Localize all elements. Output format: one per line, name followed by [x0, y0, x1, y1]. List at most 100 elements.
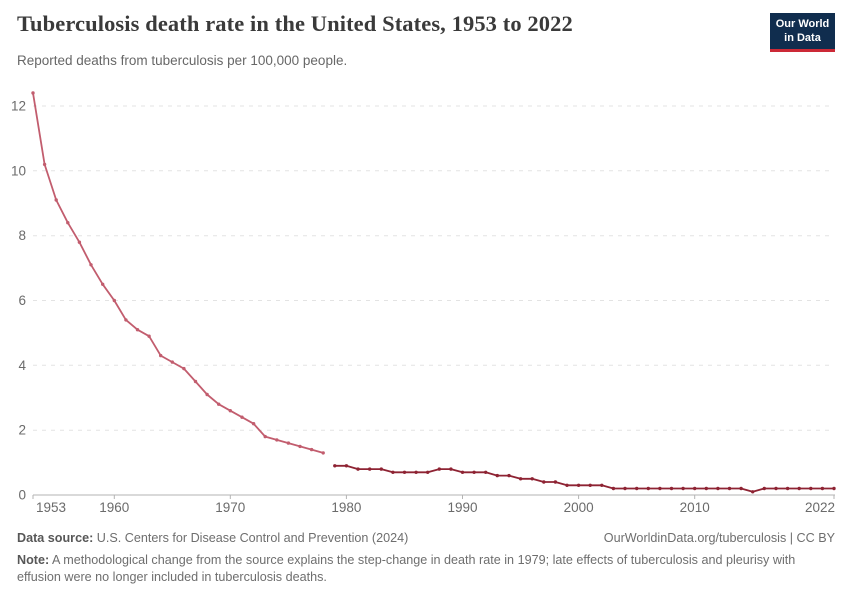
data-point-marker: [472, 470, 476, 474]
y-axis-labels: 2 4 6 8 10 12 0: [11, 99, 27, 503]
data-point-marker: [321, 451, 325, 455]
data-point-marker: [101, 282, 105, 286]
data-source: Data source: U.S. Centers for Disease Co…: [17, 530, 408, 547]
svg-text:1953: 1953: [36, 500, 66, 515]
data-point-marker: [762, 486, 766, 491]
data-point-marker: [170, 360, 174, 364]
data-point-marker: [530, 477, 534, 481]
data-point-marker: [809, 486, 813, 491]
data-point-marker: [518, 477, 523, 481]
data-point-marker: [414, 470, 418, 474]
data-point-marker: [124, 318, 128, 322]
data-point-marker: [600, 483, 604, 487]
data-point-marker: [368, 467, 372, 471]
data-point-marker: [333, 464, 337, 468]
data-point-marker: [704, 486, 708, 491]
svg-text:2: 2: [18, 423, 26, 438]
data-point-marker: [460, 470, 465, 474]
data-point-marker: [669, 486, 674, 491]
gridlines: [33, 105, 834, 431]
data-point-marker: [31, 91, 35, 95]
data-source-label: Data source:: [17, 531, 94, 545]
svg-text:4: 4: [18, 358, 26, 373]
data-point-marker: [832, 486, 836, 491]
data-point-marker: [797, 486, 801, 491]
owid-logo-line1: Our World: [775, 18, 830, 30]
data-point-marker: [391, 470, 395, 474]
svg-text:2010: 2010: [680, 500, 710, 515]
owid-logo[interactable]: Our World in Data: [770, 13, 835, 52]
data-point-marker: [159, 353, 163, 358]
data-point-marker: [89, 263, 93, 267]
data-point-marker: [217, 402, 221, 406]
footer: Data source: U.S. Centers for Disease Co…: [17, 530, 835, 586]
data-point-marker: [588, 483, 592, 487]
data-point-marker: [426, 470, 430, 474]
data-point-marker: [658, 486, 662, 491]
data-point-marker: [356, 467, 360, 471]
source-link[interactable]: OurWorldinData.org/tuberculosis | CC BY: [603, 531, 835, 545]
svg-text:2022: 2022: [805, 500, 835, 515]
data-point-marker: [379, 467, 383, 471]
data-point-marker: [565, 483, 569, 487]
data-point-marker: [716, 486, 720, 491]
data-point-marker: [263, 434, 267, 439]
data-point-marker: [182, 366, 186, 371]
svg-text:1970: 1970: [215, 500, 245, 515]
data-point-marker: [205, 392, 209, 397]
svg-text:1990: 1990: [447, 500, 477, 515]
data-point-marker: [542, 480, 546, 484]
data-point-marker: [611, 486, 616, 491]
data-point-marker: [54, 198, 58, 202]
line-chart-plot-area[interactable]: 2 4 6 8 10 12 0 1953 1960 1970 1980 1990 2000 2010 202…: [0, 78, 850, 528]
data-point-marker: [112, 298, 117, 303]
svg-text:1980: 1980: [331, 500, 361, 515]
data-point-marker: [275, 438, 279, 442]
data-point-marker: [484, 470, 488, 474]
data-point-marker: [42, 162, 47, 167]
data-point-marker: [681, 486, 685, 491]
series-line-1979-2022: [333, 464, 836, 494]
svg-text:10: 10: [11, 163, 26, 178]
svg-text:2000: 2000: [564, 500, 594, 515]
owid-logo-line2: in Data: [784, 32, 821, 45]
data-point-marker: [495, 473, 499, 478]
svg-text:0: 0: [18, 488, 26, 503]
data-point-marker: [449, 467, 453, 471]
data-point-marker: [193, 379, 198, 384]
data-point-marker: [147, 334, 151, 338]
data-point-marker: [240, 415, 244, 419]
data-point-marker: [751, 490, 755, 494]
note-text: A methodological change from the source …: [17, 553, 796, 584]
data-point-marker: [402, 470, 407, 474]
data-point-marker: [646, 486, 650, 491]
series-line-1953-1978: [31, 91, 325, 455]
data-point-marker: [774, 486, 778, 491]
chart-subtitle: Reported deaths from tuberculosis per 10…: [17, 53, 348, 68]
x-axis: [32, 494, 835, 499]
data-point-marker: [739, 486, 743, 491]
svg-text:8: 8: [18, 228, 26, 243]
data-source-text: U.S. Centers for Disease Control and Pre…: [96, 531, 409, 545]
data-point-marker: [820, 486, 825, 491]
chart-note: Note: A methodological change from the s…: [17, 552, 835, 586]
data-point-marker: [727, 486, 732, 491]
data-point-marker: [77, 240, 82, 244]
data-point-marker: [135, 328, 140, 332]
data-point-marker: [251, 422, 256, 426]
data-point-marker: [344, 464, 349, 468]
data-point-marker: [635, 486, 639, 491]
data-point-marker: [693, 486, 697, 491]
data-point-marker: [228, 409, 232, 413]
chart-title: Tuberculosis death rate in the United St…: [17, 11, 573, 36]
data-point-marker: [309, 447, 314, 452]
data-point-marker: [437, 467, 441, 471]
data-point-marker: [507, 473, 511, 478]
data-point-marker: [576, 483, 581, 487]
svg-text:6: 6: [18, 293, 26, 308]
data-point-marker: [785, 486, 790, 491]
data-point-marker: [623, 486, 627, 491]
data-point-marker: [286, 441, 291, 445]
x-axis-labels: 1953 1960 1970 1980 1990 2000 2010 2022: [36, 500, 835, 515]
